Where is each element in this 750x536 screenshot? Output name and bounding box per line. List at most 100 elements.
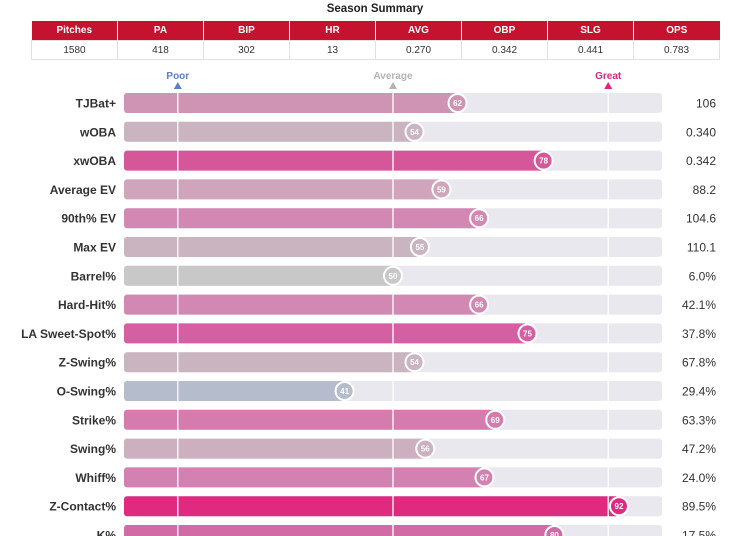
percentile-marker — [485, 409, 506, 430]
percentile-label: 69 — [491, 416, 500, 425]
category-label: Z-Swing% — [59, 356, 117, 370]
stat-value: 63.3% — [682, 413, 716, 427]
category-label: Hard-Hit% — [58, 298, 116, 312]
header-obp: OBP — [461, 21, 548, 41]
summary-value-row: 1580 418 302 13 0.270 0.342 0.441 0.783 — [31, 40, 720, 60]
percentile-marker — [533, 150, 554, 171]
bar — [124, 525, 555, 536]
stat-value: 17.5% — [682, 529, 716, 536]
header-bip: BIP — [203, 21, 290, 41]
percentile-marker — [383, 265, 403, 286]
percentile-marker — [415, 438, 436, 459]
percentile-marker — [544, 525, 565, 536]
stat-value: 37.8% — [682, 327, 716, 341]
category-label: xwOBA — [73, 154, 116, 168]
bar — [124, 93, 458, 113]
bar — [124, 150, 544, 171]
percentile-label: 66 — [475, 301, 484, 310]
bar — [124, 323, 528, 344]
header-hr: HR — [289, 21, 376, 41]
stat-value: 6.0% — [689, 269, 717, 283]
bar — [124, 208, 480, 229]
percentile-marker — [334, 381, 355, 401]
value-avg: 0.270 — [375, 40, 462, 60]
value-pitches: 1580 — [31, 40, 118, 60]
header-pa: PA — [117, 21, 204, 41]
stat-value: 47.2% — [682, 442, 716, 456]
stat-value: 89.5% — [682, 500, 716, 514]
value-pa: 418 — [117, 40, 204, 60]
bar — [124, 467, 485, 488]
category-label: Strike% — [72, 413, 116, 427]
percentile-marker — [447, 93, 468, 113]
percentile-marker — [469, 294, 490, 315]
header-avg: AVG — [375, 21, 462, 41]
header-pitches: Pitches — [31, 21, 118, 41]
reference-label: Poor — [166, 71, 189, 82]
stat-value: 110.1 — [687, 241, 716, 255]
percentile-label: 75 — [523, 329, 532, 338]
page-title: Season Summary — [326, 3, 424, 15]
bar — [124, 409, 496, 430]
percentile-label: 92 — [615, 502, 624, 511]
reference-triangle — [173, 82, 182, 89]
percentile-label: 66 — [475, 214, 484, 223]
category-label: Whiff% — [75, 471, 116, 485]
percentile-label: 55 — [415, 243, 424, 252]
percentile-marker — [469, 208, 490, 229]
category-label: Barrel% — [71, 269, 117, 283]
stat-value: 42.1% — [682, 298, 716, 312]
percentile-label: 50 — [389, 272, 398, 281]
category-label: wOBA — [79, 125, 116, 139]
percentile-marker — [409, 237, 430, 257]
bar — [124, 294, 480, 315]
category-label: Swing% — [70, 442, 116, 456]
bar — [124, 179, 442, 200]
percentile-label: 67 — [480, 473, 489, 482]
stat-value: 67.8% — [682, 356, 716, 370]
percentile-label: 78 — [539, 157, 548, 166]
percentile-label: 41 — [340, 387, 349, 396]
percentile-marker — [608, 496, 629, 517]
bar — [124, 381, 345, 401]
header-ops: OPS — [633, 21, 720, 41]
bar — [124, 352, 415, 373]
stat-value: 0.340 — [686, 125, 716, 139]
percentile-marker — [517, 323, 538, 344]
value-obp: 0.342 — [461, 40, 548, 60]
bar — [124, 121, 415, 142]
category-label: TJBat+ — [76, 97, 116, 111]
stat-value: 24.0% — [682, 471, 716, 485]
reference-label: Great — [595, 71, 622, 82]
stat-value: 104.6 — [686, 212, 716, 226]
percentile-marker — [474, 467, 495, 488]
season-summary-table: Pitches PA BIP HR AVG OBP SLG OPS 1580 4… — [31, 21, 720, 60]
category-label: Z-Contact% — [49, 500, 116, 514]
category-label: K% — [97, 529, 117, 536]
percentile-label: 80 — [550, 531, 559, 536]
percentile-chart: TJBat+ 106 wOBA 0.340 xwOBA 0.342 Average EV 88… — [21, 71, 717, 536]
category-label: 90th% EV — [61, 212, 116, 226]
stat-value: 0.342 — [686, 154, 716, 168]
value-ops: 0.783 — [633, 40, 720, 60]
bar — [124, 265, 393, 286]
stat-value: 88.2 — [693, 183, 717, 197]
bar — [124, 438, 426, 459]
summary-header-row: Pitches PA BIP HR AVG OBP SLG OPS — [31, 21, 720, 41]
category-label: Max EV — [73, 241, 116, 255]
bar — [124, 237, 420, 257]
reference-triangle — [389, 82, 397, 89]
percentile-marker — [404, 121, 425, 142]
header-slg: SLG — [547, 21, 634, 41]
bar — [124, 496, 619, 517]
stat-value: 106 — [696, 97, 716, 111]
value-slg: 0.441 — [547, 40, 634, 60]
percentile-label: 54 — [410, 128, 419, 137]
stat-value: 29.4% — [682, 385, 716, 399]
category-label: O-Swing% — [57, 385, 117, 399]
percentile-label: 62 — [453, 99, 462, 108]
percentile-marker — [404, 352, 425, 373]
percentile-label: 56 — [421, 445, 430, 454]
reference-label: Average — [373, 71, 413, 82]
value-hr: 13 — [289, 40, 376, 60]
